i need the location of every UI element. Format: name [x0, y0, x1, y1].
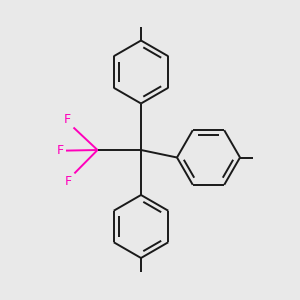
Text: F: F: [64, 113, 71, 126]
Text: F: F: [65, 175, 72, 188]
Text: F: F: [56, 144, 64, 157]
